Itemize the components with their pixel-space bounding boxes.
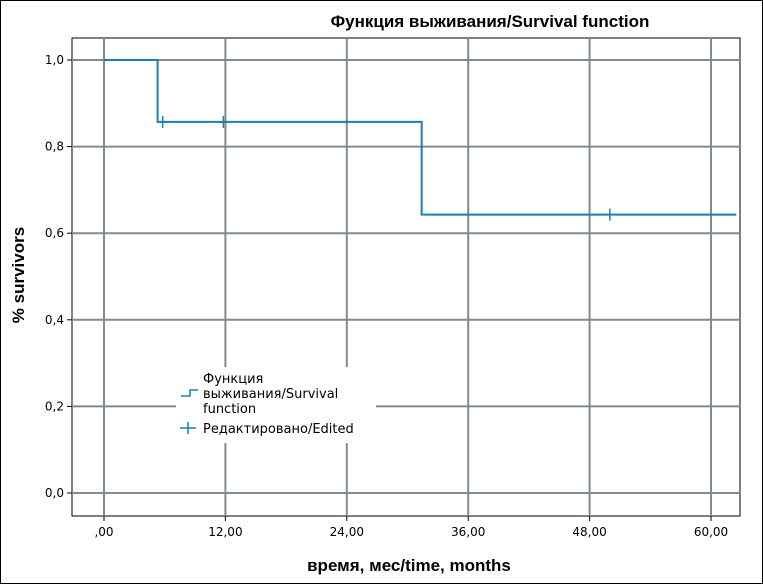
censored-mark [217,115,230,128]
x-tick-label: 24,00 [330,525,364,539]
legend-plus-marker [180,422,196,434]
x-axis-label: время, мес/time, months [307,556,511,575]
legend-label-edited: Редактировано/Edited [203,422,354,437]
series-group [104,59,737,221]
legend-label-line: Функция [203,372,263,387]
x-tick-label: 12,00 [208,525,242,539]
y-tick-label: 1,0 [45,53,64,67]
grid [72,38,740,516]
x-tick-label: 60,00 [694,525,728,539]
survival-step-line [104,59,737,216]
legend-label-line: function [203,402,256,417]
censored-mark [156,115,169,128]
axis-ticks: ,00 12,00 24,00 36,00 48,00 60,00 0,0 0,2 0,4 0,6… [45,53,728,539]
x-tick-label: 36,00 [451,525,485,539]
censored-mark [603,208,616,221]
y-tick-label: 0,8 [45,140,64,154]
legend-label-line: выживания/Survival [203,387,338,402]
x-tick-label: ,00 [94,525,113,539]
y-tick-label: 0,2 [45,399,64,413]
y-tick-label: 0,4 [45,313,64,327]
legend-step-marker [181,389,198,397]
plot-area [71,37,741,517]
y-tick-label: 0,0 [45,486,64,500]
x-tick-label: 48,00 [572,525,606,539]
y-tick-label: 0,6 [45,226,64,240]
chart-title: Функция выживания/Survival function [331,12,650,31]
y-axis-label: % survivors [9,227,28,323]
legend-background [176,367,376,443]
